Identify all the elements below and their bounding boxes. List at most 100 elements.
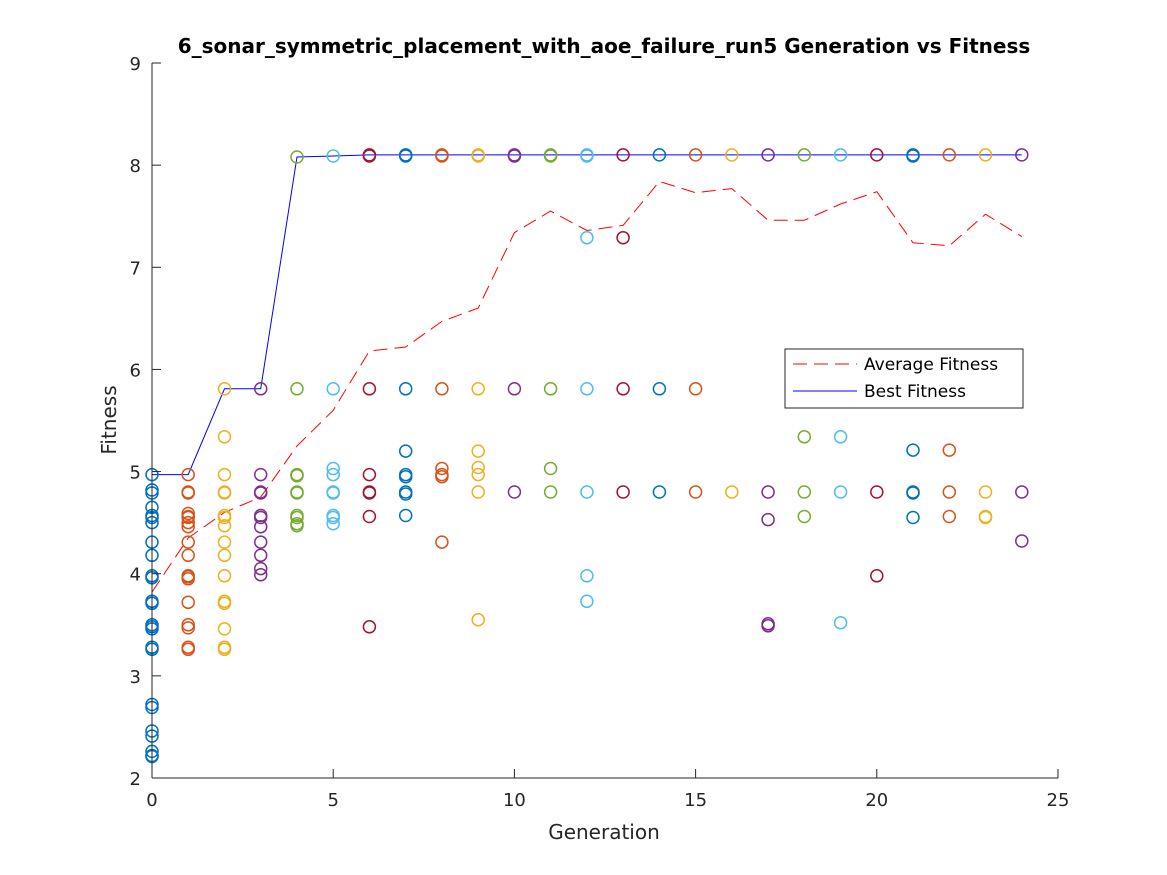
scatter-point <box>290 468 304 483</box>
scatter-point <box>543 461 558 476</box>
best-fitness-line <box>152 154 1022 476</box>
scatter-point <box>217 382 232 396</box>
scatter-point <box>326 382 340 396</box>
scatter-point <box>543 382 558 396</box>
scatter-point <box>362 467 377 482</box>
scatter-point <box>253 561 268 576</box>
scatter-point <box>616 230 630 245</box>
scatter-point <box>833 430 848 444</box>
scatter-point <box>181 510 195 525</box>
scatter-point <box>725 485 739 499</box>
scatter-point <box>471 485 485 499</box>
x-tick-label: 15 <box>684 790 707 811</box>
y-tick-label: 7 <box>130 258 141 279</box>
scatter-point <box>435 382 449 396</box>
scatter-point <box>580 230 594 245</box>
x-axis-label: Generation <box>548 820 660 844</box>
scatter-point <box>833 615 848 630</box>
x-tick-label: 10 <box>503 790 526 811</box>
scatter-point <box>398 382 413 396</box>
scatter-point <box>797 148 812 162</box>
scatter-point <box>181 519 195 534</box>
scatter-point <box>398 149 413 163</box>
scatter-point <box>580 382 594 396</box>
scatter-point <box>978 510 993 525</box>
scatter-point <box>688 382 703 396</box>
scatter-point <box>326 461 340 476</box>
scatter-point <box>906 149 920 163</box>
scatter-point <box>471 612 485 627</box>
scatter-point <box>253 519 268 534</box>
scatter-point <box>507 149 522 163</box>
scatter-point <box>616 485 630 499</box>
scatter-point <box>326 486 340 500</box>
scatter-point <box>471 149 485 163</box>
y-tick-label: 6 <box>130 360 141 381</box>
scatter-point <box>1015 485 1029 499</box>
scatter-point <box>761 619 775 633</box>
y-tick-label: 8 <box>130 156 141 177</box>
scatter-point <box>181 621 195 635</box>
x-tick-label: 5 <box>327 790 338 811</box>
scatter-point <box>761 512 775 527</box>
scatter-point <box>978 485 993 499</box>
scatter-point <box>688 485 703 499</box>
scatter-point <box>217 535 232 549</box>
scatter-point <box>906 486 920 500</box>
scatter-point <box>833 485 848 499</box>
x-tick-label: 0 <box>146 790 157 811</box>
x-tick-label: 25 <box>1047 790 1070 811</box>
plot-background <box>152 63 1058 778</box>
scatter-point <box>217 596 232 611</box>
chart-title: 6_sonar_symmetric_placement_with_aoe_fai… <box>178 34 1031 58</box>
scatter-point <box>725 148 739 162</box>
scatter-point <box>543 149 558 163</box>
scatter-point <box>833 148 848 162</box>
y-tick-label: 9 <box>130 54 141 75</box>
scatter-point <box>870 148 884 162</box>
scatter-point <box>217 622 232 636</box>
scatter-point <box>471 444 485 458</box>
scatter-point <box>181 572 195 586</box>
scatter-point <box>761 148 775 162</box>
scatter-point <box>543 485 558 499</box>
scatter-point <box>616 148 630 162</box>
scatter-point <box>942 443 957 457</box>
scatter-point <box>906 443 920 457</box>
scatter-point <box>870 485 884 499</box>
scatter-point <box>217 642 232 657</box>
y-ticks: 2 3 4 5 6 7 8 9 <box>130 54 161 790</box>
average-fitness-layer <box>151 180 1023 593</box>
scatter-point <box>181 515 195 530</box>
scatter-point <box>181 486 195 500</box>
scatter-point <box>217 510 232 525</box>
scatter-point <box>1015 148 1029 162</box>
scatter-point <box>181 467 195 482</box>
scatter-point <box>217 467 232 482</box>
scatter-point <box>580 485 594 499</box>
scatter-point <box>253 535 268 549</box>
legend: Average Fitness Best Fitness <box>784 348 1024 409</box>
scatter-point <box>688 148 703 162</box>
scatter-point <box>435 461 449 476</box>
scatter-point <box>978 148 993 162</box>
scatter-point <box>507 485 522 499</box>
scatter-point <box>398 444 413 458</box>
scatter-point <box>253 510 268 525</box>
scatter-point <box>435 469 449 484</box>
scatter-point <box>398 487 413 501</box>
scatter-point <box>217 486 232 500</box>
scatter-point <box>797 430 812 444</box>
x-tick-label: 20 <box>865 790 888 811</box>
scatter-point <box>362 486 377 500</box>
legend-box <box>784 348 1024 409</box>
scatter-point <box>253 467 268 482</box>
scatter-point <box>471 382 485 396</box>
scatter-point <box>870 569 884 583</box>
scatter-point <box>942 148 957 162</box>
scatter-point <box>362 509 377 524</box>
legend-label-average: Average Fitness <box>864 355 998 375</box>
scatter-point <box>217 518 232 533</box>
scatter-point <box>435 149 449 163</box>
scatter-point <box>616 382 630 396</box>
